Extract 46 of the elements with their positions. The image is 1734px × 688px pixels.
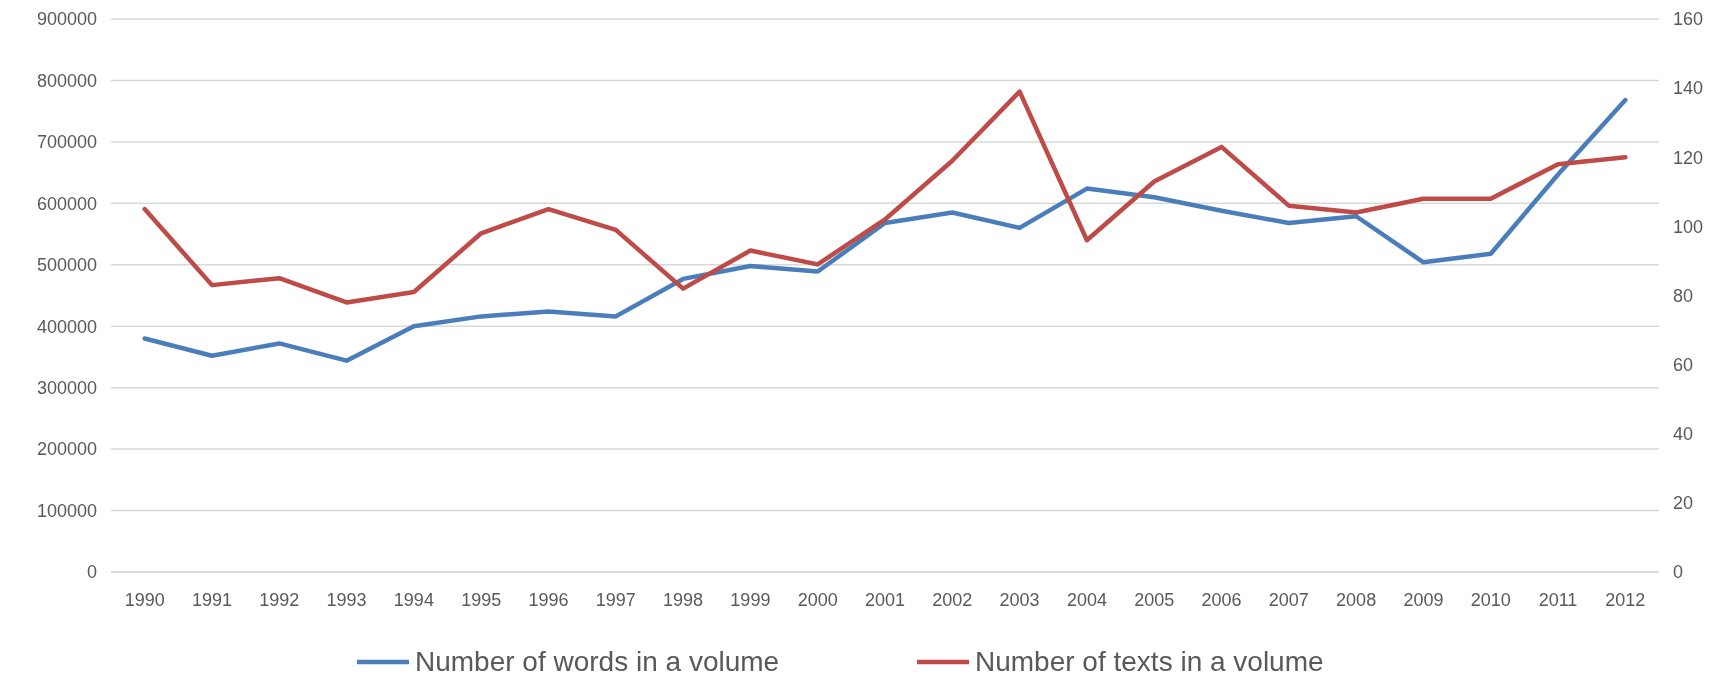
x-tick-label: 1992 — [259, 590, 300, 610]
y-tick-label: 0 — [86, 562, 97, 583]
x-tick-label: 1996 — [528, 590, 569, 610]
x-tick-label: 1997 — [595, 590, 636, 610]
y2-tick-label: 120 — [1673, 147, 1704, 168]
x-tick-label: 2010 — [1470, 590, 1511, 610]
x-tick-label: 2001 — [864, 590, 906, 610]
legend-label: Number of words in a volume — [415, 646, 780, 677]
y2-tick-label: 100 — [1673, 216, 1704, 237]
x-tick-label: 1999 — [730, 590, 771, 610]
x-tick-label: 2008 — [1336, 590, 1377, 610]
y-tick-label: 100000 — [36, 500, 97, 521]
y2-tick-label: 80 — [1673, 285, 1694, 306]
x-tick-label: 1993 — [326, 590, 367, 610]
line-series — [142, 97, 1628, 363]
x-tick-label: 2006 — [1201, 590, 1242, 610]
legend-label: Number of texts in a volume — [975, 646, 1324, 677]
y-tick-label: 800000 — [36, 70, 97, 91]
y-tick-label: 300000 — [36, 377, 97, 398]
x-tick-label: 2007 — [1268, 590, 1309, 610]
y-tick-label: 400000 — [36, 316, 97, 337]
y-tick-label: 600000 — [36, 193, 97, 214]
x-tick-label: 2002 — [932, 590, 973, 610]
x-tick-label: 2004 — [1066, 590, 1107, 610]
y-tick-label: 700000 — [36, 132, 97, 153]
y-tick-label: 900000 — [36, 9, 97, 30]
y-tick-label: 500000 — [36, 255, 97, 276]
x-tick-label: 2009 — [1403, 590, 1444, 610]
x-tick-label: 1995 — [461, 590, 502, 610]
y2-tick-label: 0 — [1673, 562, 1684, 583]
x-tick-label: 2003 — [999, 590, 1040, 610]
x-tick-label: 2012 — [1605, 590, 1646, 610]
line-series — [142, 89, 1628, 305]
x-tick-label: 1990 — [124, 590, 165, 610]
y2-tick-label: 160 — [1673, 9, 1704, 30]
x-tick-label: 1991 — [191, 590, 232, 610]
x-tick-label: 2011 — [1538, 590, 1578, 610]
x-tick-label: 2005 — [1134, 590, 1175, 610]
y2-tick-label: 40 — [1673, 424, 1694, 445]
x-tick-label: 1998 — [663, 590, 704, 610]
x-tick-label: 2000 — [797, 590, 838, 610]
y-tick-label: 200000 — [36, 439, 97, 460]
y2-tick-label: 20 — [1673, 493, 1694, 514]
y2-tick-label: 60 — [1673, 354, 1694, 375]
x-tick-label: 1994 — [393, 590, 434, 610]
y2-tick-label: 140 — [1673, 78, 1704, 99]
